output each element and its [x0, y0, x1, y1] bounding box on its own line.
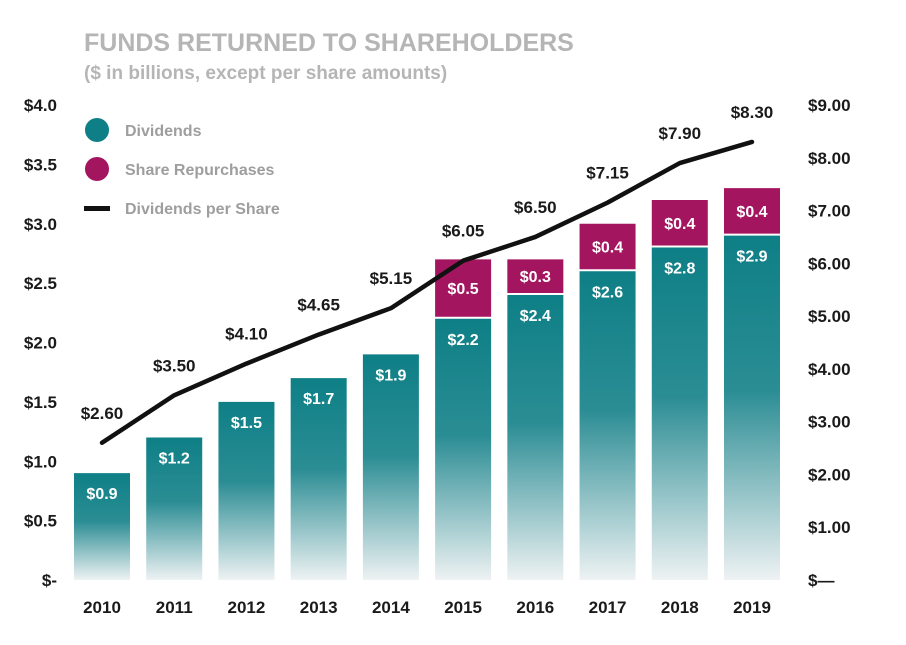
- dividends-bar-label: $2.2: [448, 332, 479, 349]
- repurchases-bar: [507, 259, 564, 293]
- chart-title: FUNDS RETURNED TO SHAREHOLDERS: [84, 29, 574, 57]
- legend-repurchases-label: Share Repurchases: [125, 162, 275, 179]
- dividends-per-share-line: $2.60 $3.50 $4.10 $4.65 $5.15 $6.05 $6.50 $7.15…: [81, 103, 774, 446]
- right-tick-label: $8.00: [808, 149, 851, 168]
- right-tick-label: $1.00: [808, 518, 851, 537]
- x-tick-label: 2017: [589, 598, 627, 617]
- right-tick-label: $9.00: [808, 96, 851, 115]
- repurchases-bar-label: $0.4: [592, 240, 623, 257]
- right-tick-label: $—: [808, 571, 834, 590]
- left-axis: $- $0.5 $1.0 $1.5 $2.0 $2.5 $3.0 $3.5 $4.0: [24, 96, 57, 590]
- dps-point-label: $8.30: [731, 103, 774, 122]
- dividends-bar-label: $2.9: [736, 249, 767, 266]
- dividends-bar: [146, 437, 203, 580]
- left-tick-label: $2.0: [24, 334, 57, 353]
- dividends-bar-label: $1.5: [231, 415, 262, 432]
- repurchases-bar-label: $0.4: [664, 216, 695, 233]
- dividends-bar: [74, 473, 130, 580]
- x-tick-label: 2018: [661, 598, 699, 617]
- dps-point-label: $3.50: [153, 356, 196, 375]
- dps-point-label: $6.50: [514, 198, 557, 217]
- legend-dividends-label: Dividends: [125, 123, 202, 140]
- dividends-bar: [651, 247, 708, 580]
- dps-point-label: $2.60: [81, 404, 124, 423]
- dividends-bar: [724, 235, 780, 580]
- x-tick-label: 2011: [156, 598, 193, 617]
- dividends-bar-label: $2.8: [664, 261, 695, 278]
- repurchases-bar: [651, 200, 708, 246]
- dps-point-label: $5.15: [370, 269, 413, 288]
- x-tick-label: 2019: [733, 598, 771, 617]
- x-tick-label: 2010: [83, 598, 121, 617]
- left-tick-label: $-: [42, 571, 57, 590]
- x-tick-label: 2014: [372, 598, 410, 617]
- right-tick-label: $2.00: [808, 465, 851, 484]
- dividends-bar-label: $1.9: [375, 367, 406, 384]
- right-tick-label: $4.00: [808, 360, 851, 379]
- dividends-bar: [290, 378, 347, 580]
- left-tick-label: $2.5: [24, 274, 57, 293]
- repurchases-bar: [435, 259, 492, 317]
- dps-point-label: $7.90: [659, 124, 702, 143]
- right-tick-label: $3.00: [808, 413, 851, 432]
- repurchases-bar-label: $0.5: [448, 281, 479, 298]
- dividends-bar: [218, 401, 275, 580]
- dps-line: [99, 139, 755, 446]
- right-axis: $— $1.00 $2.00 $3.00 $4.00 $5.00 $6.00 $7.00 $8.…: [808, 96, 851, 590]
- legend: Dividends Share Repurchases Dividends pe…: [84, 118, 280, 218]
- right-tick-label: $6.00: [808, 254, 851, 273]
- repurchases-bar-label: $0.4: [736, 204, 767, 221]
- x-tick-label: 2016: [516, 598, 554, 617]
- dps-point-label: $6.05: [442, 222, 485, 241]
- x-tick-label: 2013: [300, 598, 338, 617]
- dividends-bar: [362, 354, 419, 580]
- left-tick-label: $3.0: [24, 215, 57, 234]
- dividends-bar: [435, 318, 492, 580]
- x-tick-label: 2012: [228, 598, 266, 617]
- dps-point-label: $7.15: [586, 164, 629, 183]
- right-tick-label: $7.00: [808, 202, 851, 221]
- dividends-bar-label: $1.7: [303, 391, 334, 408]
- legend-repurchases-swatch: [85, 157, 109, 181]
- bars: $0.9 $1.2 $1.5 $1.7 $1.9 $2.2 $0.5 $2.4 $0.3 $2.6…: [74, 188, 780, 580]
- repurchases-bar: [724, 188, 780, 234]
- dividends-bar: [579, 271, 636, 580]
- right-tick-label: $5.00: [808, 307, 851, 326]
- legend-dps-label: Dividends per Share: [125, 201, 280, 218]
- repurchases-bar: [579, 223, 636, 270]
- dividends-bar-label: $0.9: [86, 486, 117, 503]
- legend-dividends-swatch: [85, 118, 109, 142]
- x-axis: 2010 2011 2012 2013 2014 2015 2016 2017 2018 2019: [83, 598, 771, 617]
- x-tick-label: 2015: [444, 598, 482, 617]
- left-tick-label: $1.5: [24, 393, 57, 412]
- left-tick-label: $4.0: [24, 96, 57, 115]
- left-tick-label: $0.5: [24, 512, 57, 531]
- left-tick-label: $1.0: [24, 452, 57, 471]
- chart-subtitle: ($ in billions, except per share amounts…: [84, 63, 447, 84]
- dividends-bar: [507, 295, 564, 580]
- legend-dps-swatch: [84, 206, 110, 211]
- dividends-bar-label: $2.6: [592, 284, 623, 301]
- dps-point-label: $4.65: [297, 296, 340, 315]
- dividends-bar-label: $1.2: [159, 451, 190, 468]
- dividends-bar-label: $2.4: [520, 308, 551, 325]
- left-tick-label: $3.5: [24, 155, 57, 174]
- repurchases-bar-label: $0.3: [520, 269, 551, 286]
- dps-point-label: $4.10: [225, 325, 268, 344]
